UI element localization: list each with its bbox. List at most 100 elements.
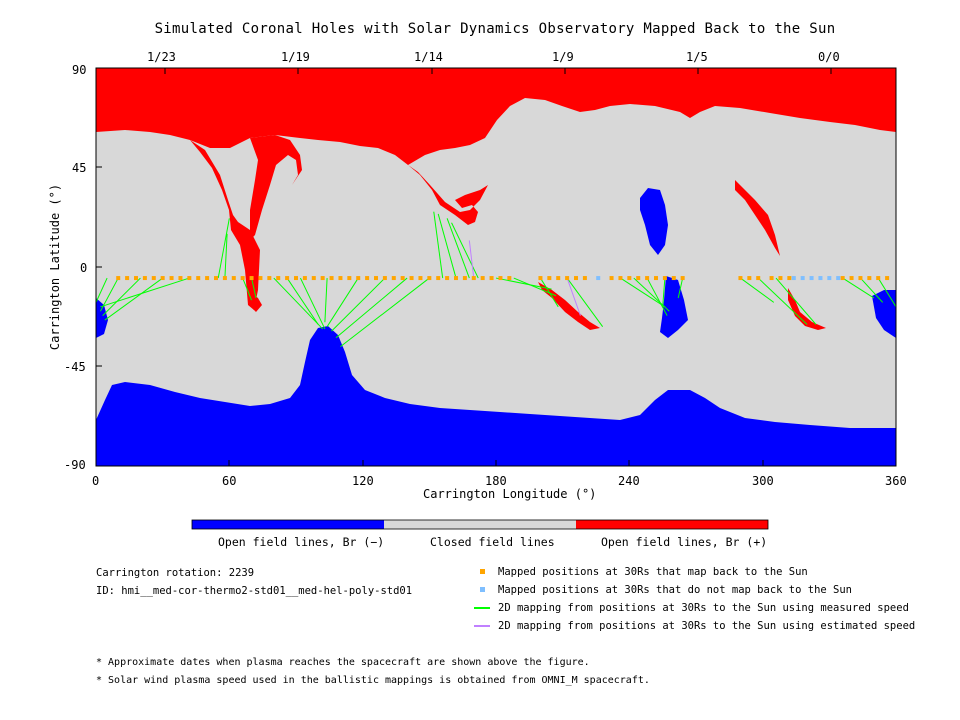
unmapped-point	[836, 276, 841, 281]
positive-patch-1	[538, 282, 600, 330]
colorbar-label-closed: Closed field lines	[430, 535, 555, 549]
y-tick-label: 45	[72, 161, 87, 175]
x-tick-label: 240	[618, 474, 640, 488]
mapping-line-measured	[740, 277, 775, 303]
mapping-line-measured	[620, 277, 666, 308]
positive-lobe-2	[250, 135, 302, 240]
mapping-line-measured	[775, 277, 817, 325]
mapping-line-measured	[513, 277, 557, 297]
legend-marker-mapped	[480, 569, 485, 574]
mapped-point	[116, 276, 121, 281]
mapped-point	[267, 276, 272, 281]
mapping-line-measured	[437, 213, 457, 279]
positive-patch-3	[788, 288, 826, 330]
negative-patch-2	[660, 276, 688, 338]
mapped-point	[507, 276, 512, 281]
y-axis-title: Carrington Latitude (°)	[48, 183, 62, 351]
top-tick-label: 1/5	[686, 50, 708, 64]
y-axis	[96, 67, 102, 467]
y-tick-label: 0	[80, 261, 88, 275]
x-tick-label: 360	[885, 474, 907, 488]
mapped-point	[738, 276, 743, 281]
mapping-line-measured	[95, 277, 108, 303]
mapped-point	[258, 276, 263, 281]
mapping-line-measured	[540, 277, 559, 308]
mapped-point	[151, 276, 156, 281]
carrington-rotation: Carrington rotation: 2239	[96, 567, 255, 579]
mapped-point	[134, 276, 138, 281]
mapping-line-measured	[251, 277, 257, 299]
mapped-point	[382, 276, 387, 281]
mapped-point	[618, 276, 623, 281]
top-tick-label: 0/0	[818, 50, 840, 64]
positive-lobe-3	[408, 165, 488, 225]
mapped-point	[756, 276, 761, 281]
y-tick-label: -90	[64, 458, 86, 472]
mapped-points	[116, 276, 890, 281]
mapped-point	[489, 276, 494, 281]
mapped-point	[347, 276, 352, 281]
mapped-point	[462, 276, 467, 281]
mapped-point	[858, 276, 863, 281]
colorbar-open-negative	[192, 520, 384, 529]
mapping-lines	[95, 211, 897, 347]
x-tick-label: 180	[485, 474, 507, 488]
mapping-line-measured	[446, 218, 470, 279]
mapping-line-measured	[646, 277, 668, 316]
south-polar-negative-region	[96, 326, 896, 466]
mapped-point	[391, 276, 396, 281]
mapping-line-measured	[842, 277, 875, 299]
mapped-point	[196, 276, 201, 281]
legend-label-measured: 2D mapping from positions at 30Rs to the…	[498, 602, 909, 614]
mapped-point	[320, 276, 325, 281]
mapped-point	[840, 276, 845, 281]
mapped-point	[454, 276, 458, 281]
colorbar-label-negative: Open field lines, Br (−)	[218, 535, 385, 549]
mapping-line-measured	[324, 278, 328, 323]
mapped-point	[418, 276, 423, 281]
mapped-point	[285, 276, 290, 281]
chart-title: Simulated Coronal Holes with Solar Dynam…	[154, 21, 836, 37]
mapped-point	[867, 276, 872, 281]
x-tick-label: 120	[352, 474, 374, 488]
mapping-line-measured	[286, 277, 319, 325]
colorbar-open-positive	[576, 520, 768, 529]
mapped-point	[885, 276, 890, 281]
colorbar-label-positive: Open field lines, Br (+)	[601, 535, 768, 549]
mapping-line-measured	[217, 218, 230, 279]
mapped-point	[876, 276, 881, 281]
mapped-point	[214, 276, 218, 281]
x-tick-label: 300	[752, 474, 774, 488]
mapping-line-measured	[331, 277, 386, 332]
legend-label-estimated: 2D mapping from positions at 30Rs to the…	[498, 620, 916, 632]
mapped-point	[187, 276, 192, 281]
x-tick-label: 0	[92, 474, 100, 488]
mapped-point	[778, 276, 783, 281]
positive-lobe-4	[735, 180, 780, 256]
mapping-line-measured	[566, 277, 604, 327]
negative-patch-east	[872, 290, 896, 338]
mapped-point	[400, 276, 405, 281]
footnote: * Solar wind plasma speed used in the ba…	[96, 675, 650, 686]
mapped-point	[222, 276, 227, 281]
mapped-point	[747, 276, 752, 281]
model-id: ID: hmi__med-cor-thermo2-std01__med-hel-…	[96, 585, 413, 597]
colorbar-frame	[191, 519, 769, 530]
legend-marker-unmapped	[480, 587, 485, 592]
mapping-line-estimated	[468, 240, 475, 279]
top-tick-label: 1/9	[552, 50, 574, 64]
mapping-line-measured	[100, 277, 190, 308]
top-tick-label: 1/23	[147, 50, 176, 64]
mapping-line-measured	[677, 277, 684, 299]
mapped-point	[231, 276, 236, 281]
mapped-point	[427, 276, 432, 281]
mapped-point	[365, 276, 370, 281]
mapped-point	[849, 276, 854, 281]
mapped-point	[680, 276, 685, 281]
mapped-point	[338, 276, 343, 281]
x-tick-label: 60	[222, 474, 237, 488]
mapped-point	[125, 276, 130, 281]
mapped-point	[671, 276, 676, 281]
mapping-line-measured	[326, 277, 359, 327]
